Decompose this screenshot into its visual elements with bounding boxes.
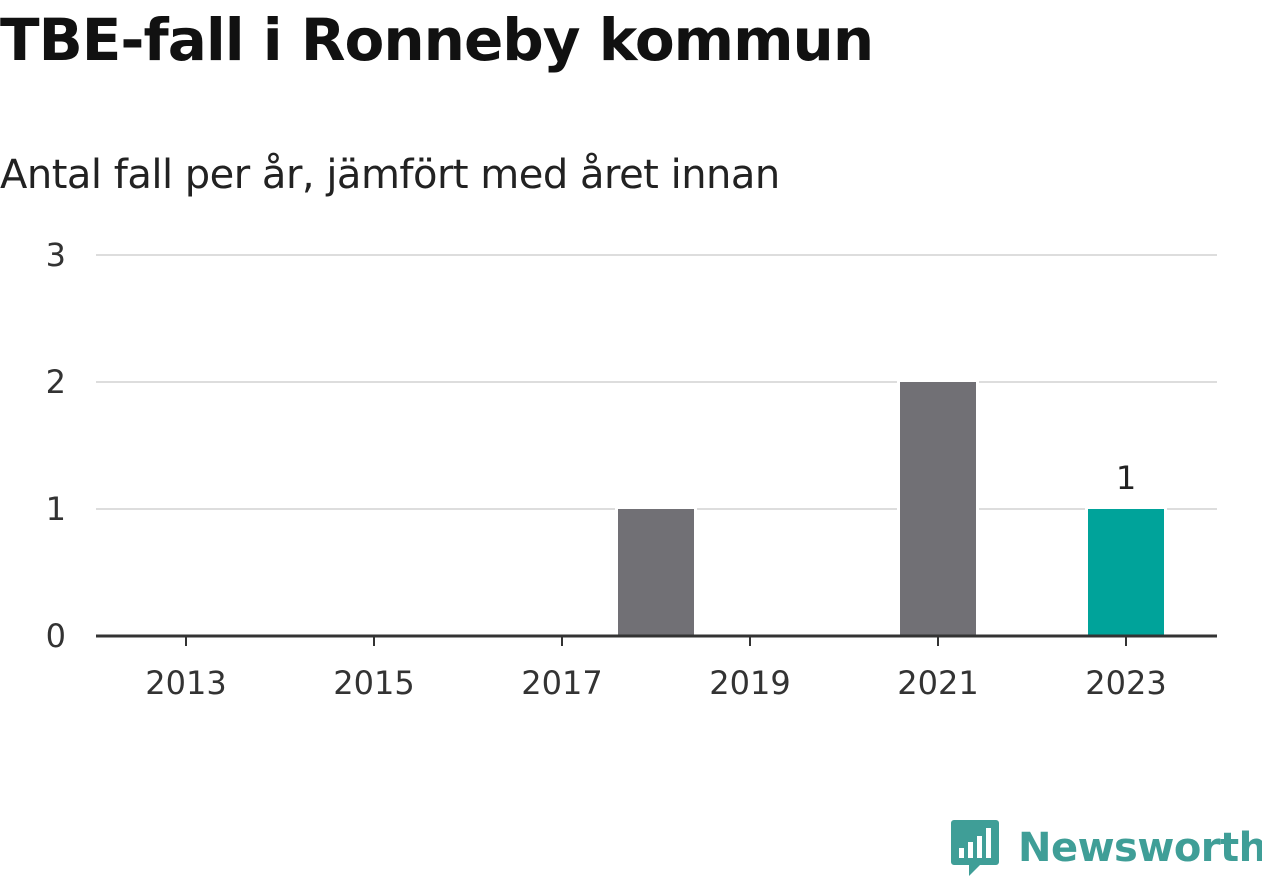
chart-subtitle: Antal fall per år, jämfört med året inna… bbox=[0, 152, 780, 198]
newsworthy-logo-icon bbox=[951, 820, 999, 876]
y-tick-label-3: 3 bbox=[46, 236, 66, 274]
chart-title: TBE-fall i Ronneby kommun bbox=[0, 6, 874, 74]
labels: 0 1 2 3 2013 2015 2017 2019 2021 2023 1 bbox=[46, 236, 1167, 702]
x-axis bbox=[96, 634, 1217, 646]
x-tick-label-2019: 2019 bbox=[709, 664, 790, 702]
bar-2021 bbox=[900, 382, 976, 636]
y-tick-label-2: 2 bbox=[46, 363, 66, 401]
y-tick-label-0: 0 bbox=[46, 617, 66, 655]
x-tick-label-2013: 2013 bbox=[145, 664, 226, 702]
x-tick-label-2017: 2017 bbox=[521, 664, 602, 702]
data-label-2023: 1 bbox=[1116, 459, 1136, 497]
brand-name: Newsworthy bbox=[1018, 825, 1262, 871]
y-tick-label-1: 1 bbox=[46, 490, 66, 528]
gridlines bbox=[96, 254, 1217, 510]
x-tick-label-2015: 2015 bbox=[333, 664, 414, 702]
bar-2023 bbox=[1088, 509, 1164, 636]
brand-logo: Newsworthy bbox=[950, 818, 1262, 878]
bar-2018 bbox=[618, 509, 694, 636]
x-tick-label-2023: 2023 bbox=[1085, 664, 1166, 702]
x-tick-label-2021: 2021 bbox=[897, 664, 978, 702]
bars bbox=[615, 379, 1167, 636]
